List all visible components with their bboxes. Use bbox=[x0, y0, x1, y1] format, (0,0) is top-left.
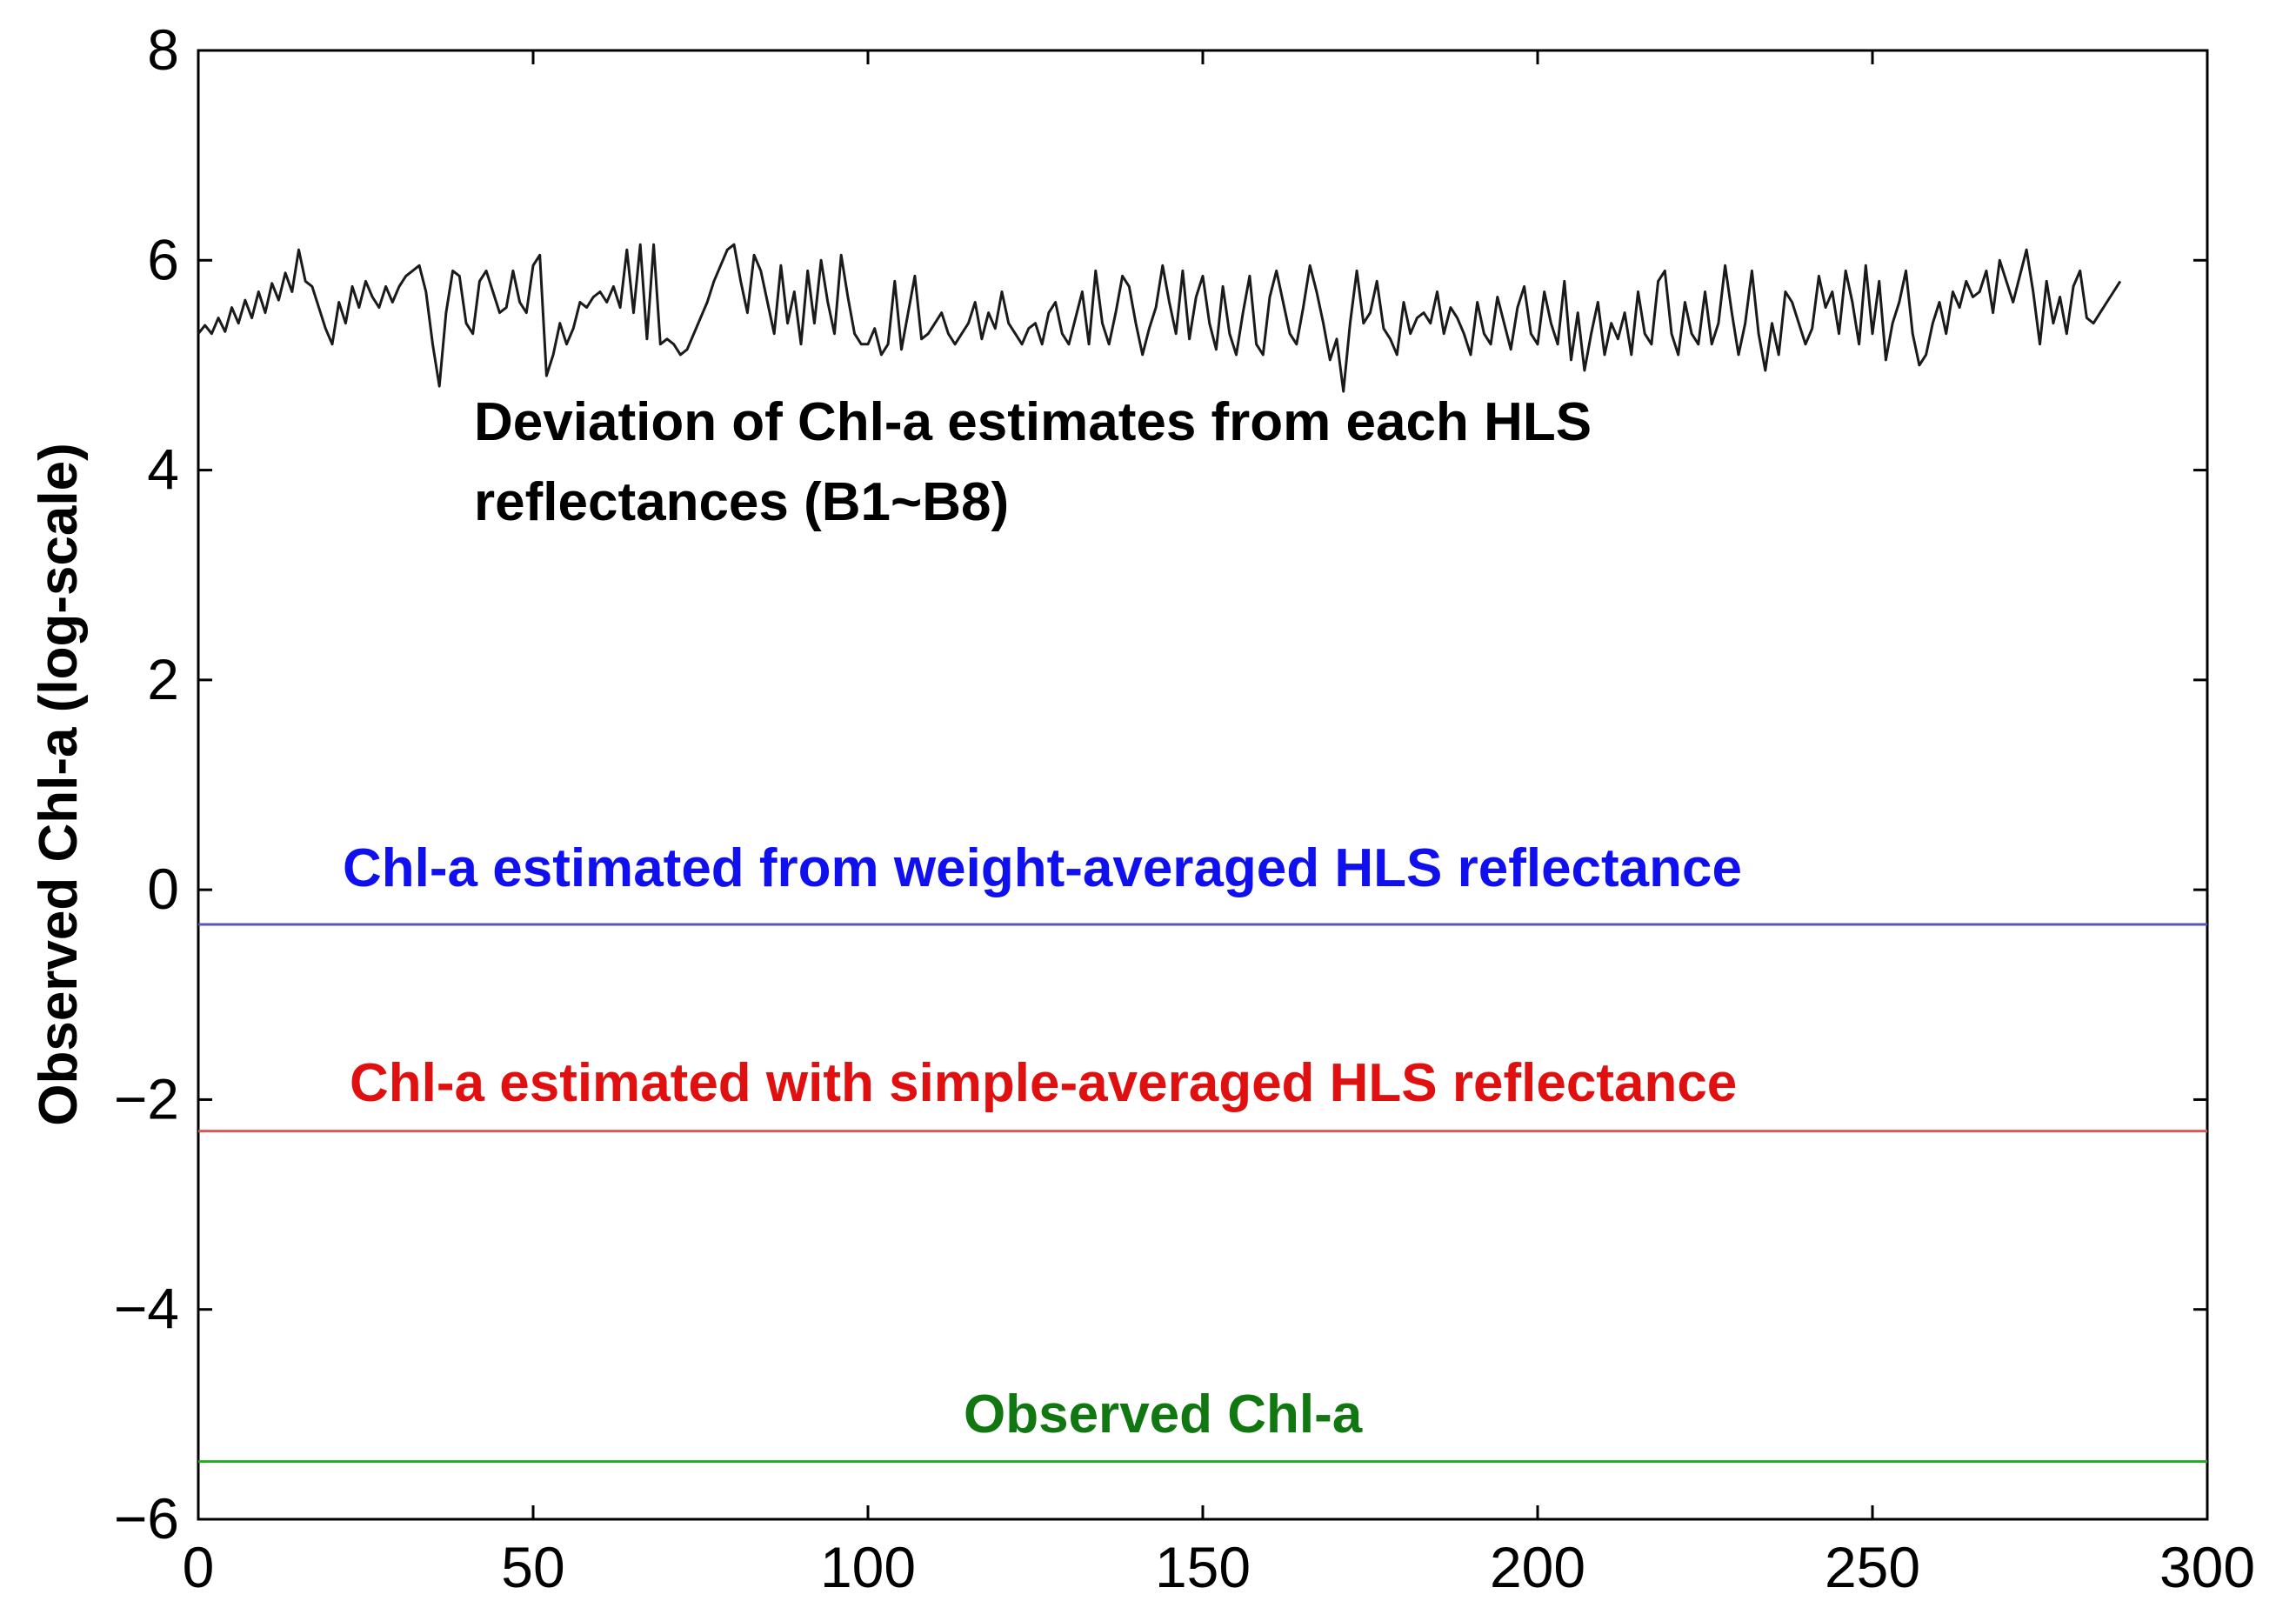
y-tick-label: 6 bbox=[147, 227, 179, 291]
observed-annotation: Observed Chl-a bbox=[964, 1384, 1363, 1444]
x-tick-label: 100 bbox=[820, 1535, 916, 1599]
simple-annotation: Chl-a estimated with simple-averaged HLS… bbox=[350, 1053, 1737, 1113]
y-axis-label: Observed Chl-a (log-scale) bbox=[29, 443, 89, 1126]
x-tick-label: 250 bbox=[1825, 1535, 1920, 1599]
y-tick-label: 2 bbox=[147, 647, 179, 711]
y-tick-label: −2 bbox=[114, 1066, 179, 1131]
y-tick-label: 0 bbox=[147, 857, 179, 921]
y-tick-label: −4 bbox=[114, 1277, 179, 1341]
y-tick-label: 4 bbox=[147, 437, 179, 502]
weighted-annotation: Chl-a estimated from weight-averaged HLS… bbox=[343, 838, 1742, 898]
x-tick-label: 300 bbox=[2159, 1535, 2255, 1599]
deviation-annotation-line2: reflectances (B1~B8) bbox=[474, 472, 1009, 532]
series-layer bbox=[197, 243, 2207, 1464]
series-line-deviation bbox=[197, 243, 2122, 393]
y-tick-label: −6 bbox=[114, 1486, 179, 1551]
x-tick-label: 0 bbox=[183, 1535, 215, 1599]
deviation-annotation-line1: Deviation of Chl-a estimates from each H… bbox=[474, 392, 1592, 452]
x-tick-label: 150 bbox=[1155, 1535, 1251, 1599]
x-tick-label: 200 bbox=[1490, 1535, 1585, 1599]
x-tick-label: 50 bbox=[501, 1535, 564, 1599]
y-tick-label: 8 bbox=[147, 17, 179, 82]
